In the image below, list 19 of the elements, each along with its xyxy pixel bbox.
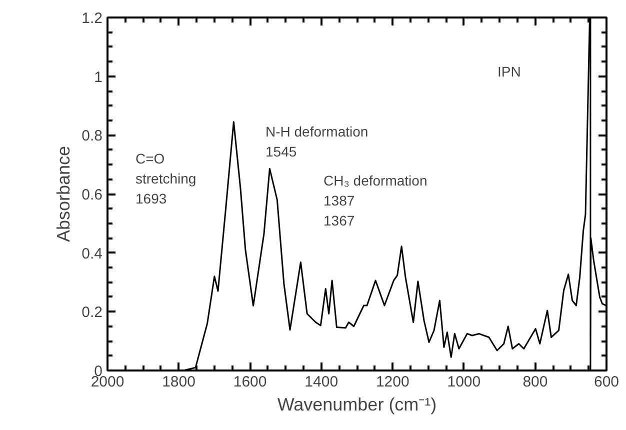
- y-axis-title: Absorbance: [54, 146, 74, 242]
- annotation: CH₃ deformation 1387 1367: [324, 172, 428, 228]
- x-tick-label: 1400: [304, 374, 338, 390]
- annotation: C=O stretching 1693: [136, 150, 196, 206]
- annotation: IPN: [498, 64, 521, 80]
- y-tick-label: 0.2: [82, 304, 103, 322]
- y-tick-label: 0.6: [82, 186, 103, 204]
- x-tick-label: 600: [594, 374, 620, 390]
- x-axis-title: Wavenumber (cm⁻¹): [277, 394, 437, 414]
- y-tick-label: 0.4: [82, 245, 103, 262]
- y-tick-label: 1: [94, 68, 102, 86]
- x-tick-label: 1600: [233, 374, 267, 390]
- y-tick-label: 1.2: [82, 10, 103, 27]
- x-tick-label: 1800: [162, 374, 196, 390]
- x-tick-label: 800: [522, 374, 548, 390]
- x-tick-label: 1000: [447, 374, 481, 390]
- x-tick-label: 1200: [376, 374, 410, 390]
- y-tick-label: 0.8: [82, 128, 103, 145]
- annotation: N-H deformation 1545: [266, 124, 368, 160]
